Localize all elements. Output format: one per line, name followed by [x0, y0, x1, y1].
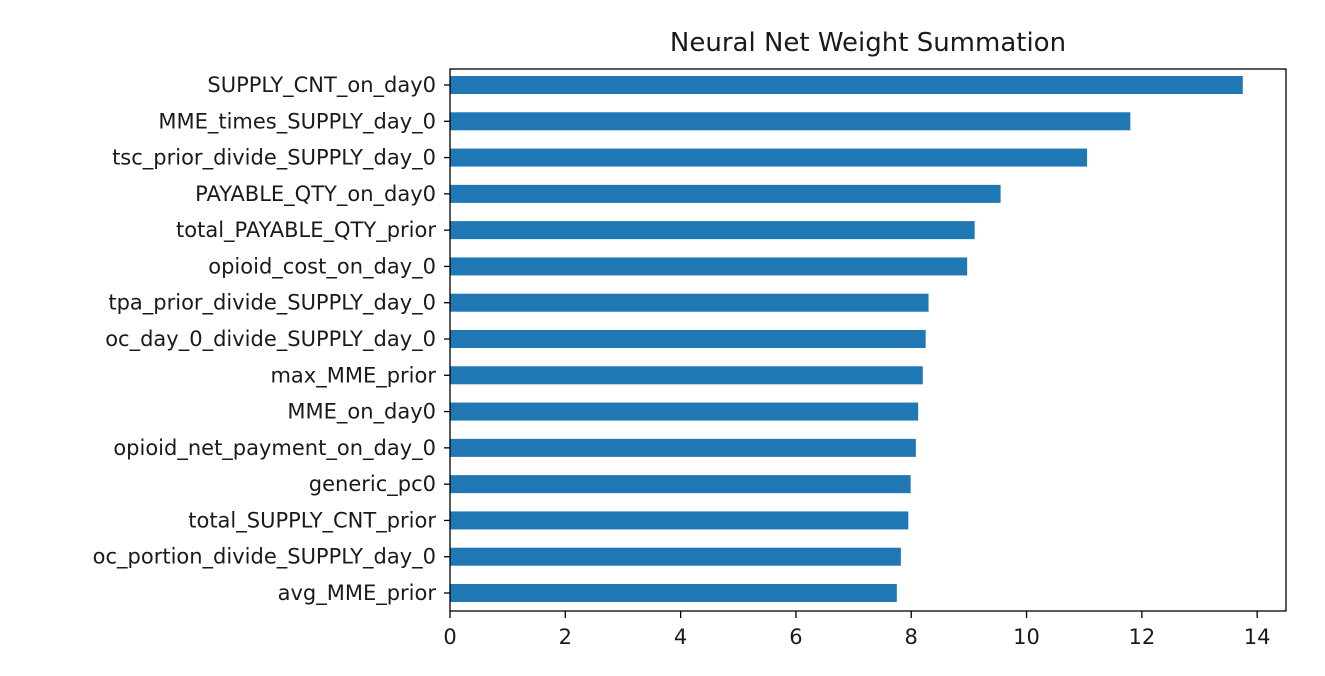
- y-tick-label: MME_times_SUPPLY_day_0: [158, 109, 436, 134]
- bar-total_SUPPLY_CNT_prior: [450, 511, 909, 530]
- y-tick-label: tpa_prior_divide_SUPPLY_day_0: [108, 291, 436, 316]
- bar-tsc_prior_divide_SUPPLY_day_0: [450, 148, 1088, 167]
- plot-frame: [449, 68, 1287, 612]
- y-tick-label: generic_pc0: [309, 472, 436, 497]
- y-tick-label: avg_MME_prior: [278, 581, 437, 606]
- chart-title: Neural Net Weight Summation: [670, 28, 1066, 58]
- bar-opioid_cost_on_day_0: [450, 257, 968, 276]
- x-tick-label: 14: [1244, 625, 1271, 649]
- x-tick-label: 10: [1013, 625, 1040, 649]
- x-tick-label: 12: [1128, 625, 1155, 649]
- y-tick-label: SUPPLY_CNT_on_day0: [207, 73, 436, 98]
- x-tick-label: 8: [905, 625, 918, 649]
- y-tick-label: total_SUPPLY_CNT_prior: [188, 508, 436, 533]
- category-labels-group: SUPPLY_CNT_on_day0 MME_times_SUPPLY_day_0…: [93, 73, 450, 606]
- bar-generic_pc0: [450, 475, 911, 494]
- y-tick-label: opioid_net_payment_on_day_0: [113, 436, 436, 461]
- bar-SUPPLY_CNT_on_day0: [450, 76, 1243, 94]
- bar-tpa_prior_divide_SUPPLY_day_0: [450, 293, 929, 312]
- bar-MME_on_day0: [450, 402, 919, 421]
- bar-PAYABLE_QTY_on_day0: [450, 184, 1001, 203]
- bar-MME_times_SUPPLY_day_0: [450, 112, 1131, 131]
- x-tick-label: 2: [559, 625, 572, 649]
- x-tick-label: 0: [443, 625, 456, 649]
- y-tick-label: PAYABLE_QTY_on_day0: [195, 182, 436, 207]
- bar-avg_MME_prior: [450, 584, 897, 602]
- bar-opioid_net_payment_on_day_0: [450, 438, 916, 457]
- y-tick-label: oc_day_0_divide_SUPPLY_day_0: [105, 327, 436, 352]
- bar-oc_day_0_divide_SUPPLY_day_0: [450, 330, 926, 348]
- bars-group: [450, 76, 1243, 602]
- bar-oc_portion_divide_SUPPLY_day_0: [450, 547, 901, 566]
- bar-total_PAYABLE_QTY_prior: [450, 221, 975, 240]
- y-tick-label: opioid_cost_on_day_0: [208, 254, 436, 279]
- x-ticks-group: 0 2 4 6 8 10 12 14: [443, 611, 1271, 649]
- y-tick-label: oc_portion_divide_SUPPLY_day_0: [93, 545, 436, 570]
- x-tick-label: 6: [789, 625, 802, 649]
- y-tick-label: max_MME_prior: [270, 363, 436, 388]
- y-tick-label: MME_on_day0: [287, 400, 436, 425]
- y-tick-label: tsc_prior_divide_SUPPLY_day_0: [112, 146, 436, 171]
- bar-max_MME_prior: [450, 366, 923, 385]
- x-tick-label: 4: [674, 625, 687, 649]
- y-tick-label: total_PAYABLE_QTY_prior: [176, 218, 436, 243]
